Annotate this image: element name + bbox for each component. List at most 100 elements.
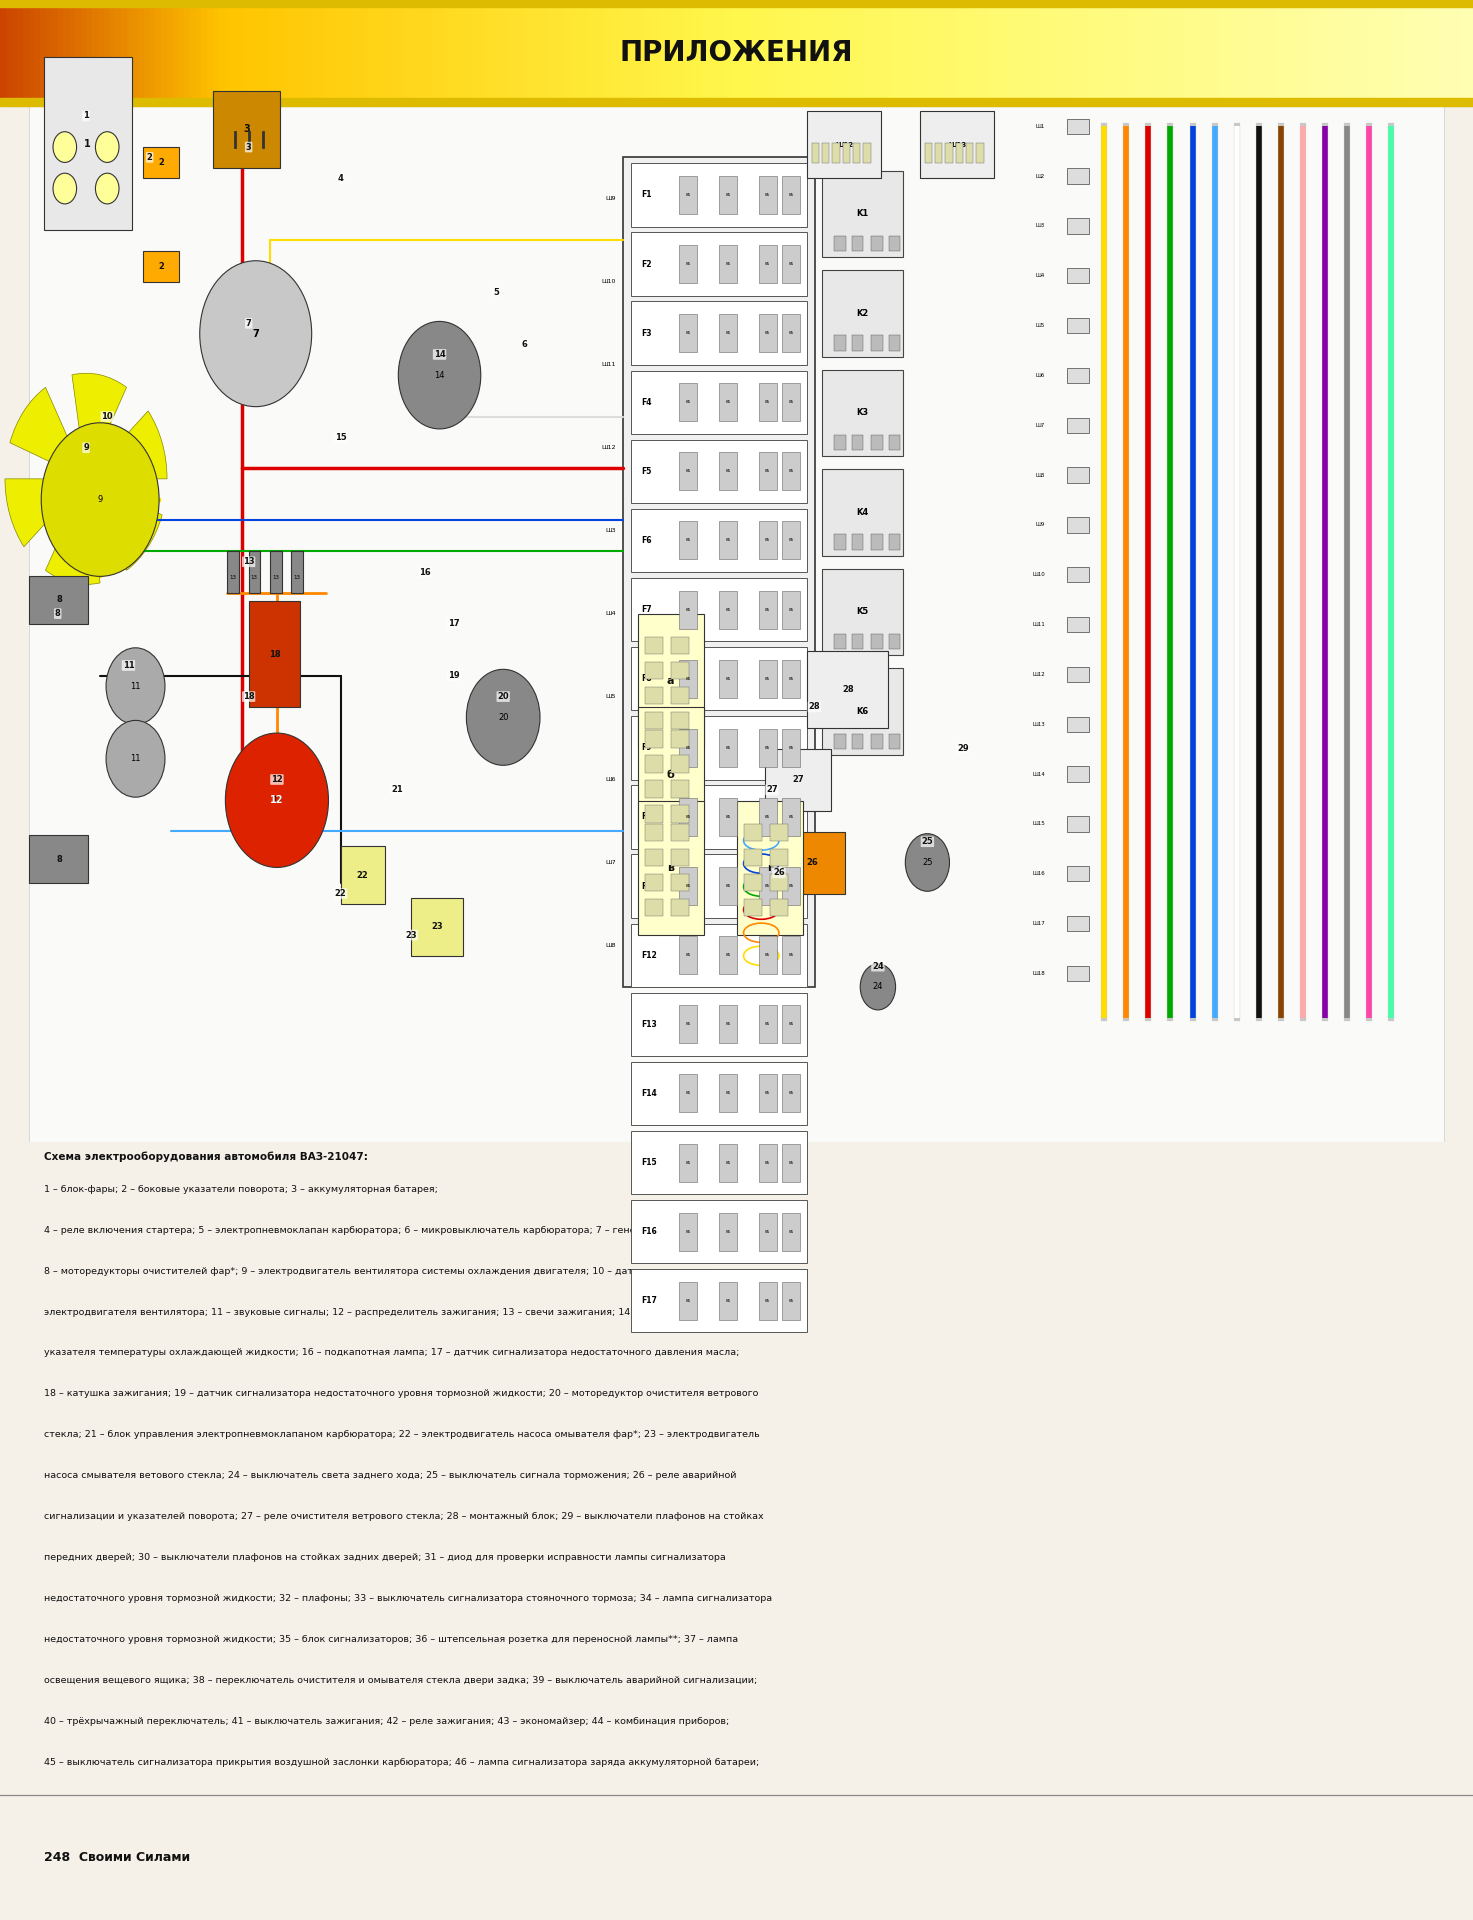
Bar [630, 1131, 807, 1194]
Bar [630, 716, 807, 780]
Bar [851, 634, 863, 649]
Text: Ш1: Ш1 [1036, 123, 1046, 129]
Bar [759, 1213, 776, 1250]
Bar [759, 384, 776, 420]
Text: 85: 85 [764, 745, 770, 751]
Bar [270, 551, 281, 593]
Text: Ш12: Ш12 [1033, 672, 1046, 678]
Bar [249, 601, 300, 707]
Text: 26: 26 [806, 858, 818, 868]
Text: F10: F10 [641, 812, 657, 822]
Circle shape [96, 132, 119, 163]
Bar [1068, 766, 1090, 781]
Text: 1: 1 [82, 111, 88, 121]
Text: 8 – моторедукторы очистителей фар*; 9 – электродвигатель вентилятора системы охл: 8 – моторедукторы очистителей фар*; 9 – … [44, 1267, 710, 1275]
Text: 12: 12 [271, 776, 283, 783]
Bar [822, 468, 903, 555]
Circle shape [106, 720, 165, 797]
Bar [1068, 319, 1090, 334]
Bar [679, 1006, 697, 1043]
Bar [1068, 916, 1090, 931]
Bar [759, 315, 776, 351]
Bar [645, 662, 663, 680]
Bar [0, 98, 1473, 106]
Bar [645, 874, 663, 891]
Text: 25: 25 [922, 837, 934, 847]
Circle shape [106, 647, 165, 724]
Text: 13: 13 [243, 557, 255, 566]
Bar [630, 785, 807, 849]
Bar [672, 849, 689, 866]
Bar [782, 246, 800, 282]
Text: недостаточного уровня тормозной жидкости; 32 – плафоны; 33 – выключатель сигнали: недостаточного уровня тормозной жидкости… [44, 1594, 772, 1603]
Bar [672, 780, 689, 797]
Bar [143, 148, 180, 179]
Bar [782, 868, 800, 904]
Wedge shape [85, 411, 166, 478]
Bar [672, 899, 689, 916]
Bar [1068, 119, 1090, 134]
Bar [770, 849, 788, 866]
Bar [822, 668, 903, 755]
Bar [956, 144, 963, 163]
Bar [679, 246, 697, 282]
Bar [759, 177, 776, 213]
Text: K5: K5 [857, 607, 869, 616]
Text: 26: 26 [773, 868, 785, 877]
Text: 3: 3 [246, 142, 252, 152]
Text: K6: K6 [857, 707, 869, 716]
Bar [679, 591, 697, 628]
Bar [1068, 467, 1090, 482]
Text: 85: 85 [725, 261, 731, 267]
Bar [1068, 866, 1090, 881]
Circle shape [41, 422, 159, 576]
Bar [888, 634, 900, 649]
Text: 4: 4 [337, 173, 343, 182]
Text: 85: 85 [764, 1298, 770, 1304]
Text: 18: 18 [268, 649, 280, 659]
Bar [679, 1283, 697, 1319]
Text: 85: 85 [725, 607, 731, 612]
Bar [871, 534, 882, 549]
Bar [871, 733, 882, 749]
Bar [645, 899, 663, 916]
Text: Ш17: Ш17 [1033, 922, 1046, 925]
Text: электродвигателя вентилятора; 11 – звуковые сигналы; 12 – распределитель зажиган: электродвигателя вентилятора; 11 – звуко… [44, 1308, 747, 1317]
Bar [0, 0, 1473, 8]
Bar [744, 899, 762, 916]
Text: 85: 85 [764, 1160, 770, 1165]
Bar [759, 453, 776, 490]
Bar [411, 899, 463, 956]
Text: 27: 27 [792, 776, 804, 785]
Bar [143, 252, 180, 282]
Text: 85: 85 [685, 538, 691, 543]
Text: 85: 85 [725, 468, 731, 474]
Bar [779, 831, 846, 893]
Bar [227, 551, 239, 593]
Text: 85: 85 [788, 468, 794, 474]
Circle shape [398, 321, 480, 428]
Bar [759, 1144, 776, 1181]
Text: Схема электрооборудования автомобиля ВАЗ-21047:: Схема электрооборудования автомобиля ВАЗ… [44, 1152, 368, 1162]
Circle shape [467, 670, 541, 766]
Bar [1068, 269, 1090, 284]
Text: 28: 28 [809, 703, 820, 712]
Bar [645, 637, 663, 655]
Bar [638, 801, 704, 935]
Bar [630, 647, 807, 710]
Bar [214, 90, 280, 167]
Bar [719, 1213, 736, 1250]
Bar [851, 236, 863, 252]
Text: 85: 85 [685, 814, 691, 820]
Text: в: в [667, 862, 675, 874]
Bar [249, 551, 261, 593]
Text: 85: 85 [788, 1091, 794, 1096]
Bar [1068, 816, 1090, 831]
Text: 7: 7 [253, 328, 258, 338]
Text: Ш10: Ш10 [601, 278, 616, 284]
Bar [719, 177, 736, 213]
Bar [719, 1075, 736, 1112]
Bar [1068, 716, 1090, 732]
Text: Ш8: Ш8 [605, 943, 616, 948]
Text: F16: F16 [641, 1227, 657, 1236]
